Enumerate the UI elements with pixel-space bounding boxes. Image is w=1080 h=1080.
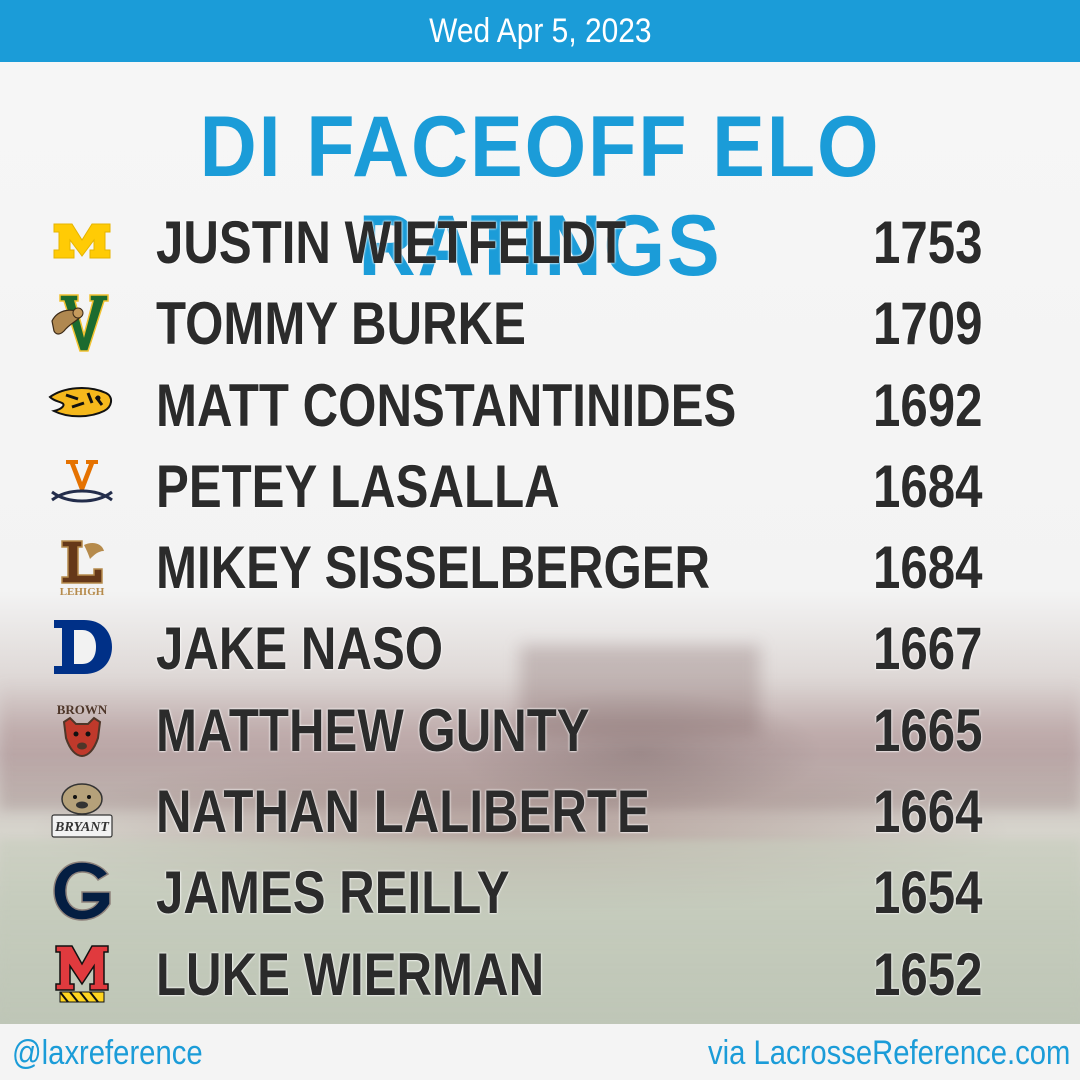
elo-rating: 1692 <box>873 371 983 439</box>
maryland-logo-icon <box>48 942 116 1004</box>
ranking-row: JAKE NASO 1667 <box>0 606 1080 687</box>
elo-rating: 1664 <box>873 778 983 846</box>
ranking-row: MATT CONSTANTINIDES 1692 <box>0 363 1080 444</box>
elo-rating: 1652 <box>873 940 983 1008</box>
ranking-row: JUSTIN WIETFELDT 1753 <box>0 200 1080 281</box>
website-link[interactable]: via LacrosseReference.com <box>707 1034 1070 1072</box>
background-field <box>0 840 1080 1024</box>
ranking-row: LEHIGH MIKEY SISSELBERGER 1684 <box>0 525 1080 606</box>
virginia-logo-icon <box>48 454 116 516</box>
ranking-row: LUKE WIERMAN 1652 <box>0 932 1080 1013</box>
page-title: DI FACEOFF ELO RATINGS <box>199 99 881 294</box>
elo-rating: 1684 <box>873 452 983 520</box>
elo-rating: 1665 <box>873 696 983 764</box>
date-banner: Wed Apr 5, 2023 <box>0 0 1080 62</box>
rankings-list: JUSTIN WIETFELDT 1753 TOMMY BURKE 1709 M… <box>0 200 1080 1013</box>
player-name: MIKEY SISSELBERGER <box>156 534 711 602</box>
player-name: JUSTIN WIETFELDT <box>156 209 627 276</box>
bryant-logo-icon: BRYANT <box>48 779 116 841</box>
player-name: NATHAN LALIBERTE <box>156 778 650 846</box>
player-name: JAKE NASO <box>156 615 444 683</box>
player-name: LUKE WIERMAN <box>156 940 545 1008</box>
towson-logo-icon <box>48 373 116 435</box>
svg-text:LEHIGH: LEHIGH <box>60 586 105 597</box>
ranking-row: BROWN MATTHEW GUNTY 1665 <box>0 688 1080 769</box>
player-name: TOMMY BURKE <box>156 290 526 358</box>
georgetown-logo-icon <box>48 860 116 922</box>
elo-rating: 1709 <box>873 290 983 358</box>
svg-text:BRYANT: BRYANT <box>54 820 110 835</box>
ranking-row: PETEY LASALLA 1684 <box>0 444 1080 525</box>
duke-logo-icon <box>48 616 116 678</box>
twitter-handle-link[interactable]: @laxreference <box>12 1034 203 1072</box>
lehigh-logo-icon: LEHIGH <box>48 535 116 597</box>
elo-rating: 1667 <box>873 615 983 683</box>
background-stands <box>0 680 1080 810</box>
player-name: MATTHEW GUNTY <box>156 696 590 764</box>
elo-rating: 1753 <box>873 209 983 276</box>
date-label: Wed Apr 5, 2023 <box>428 11 652 50</box>
vermont-logo-icon <box>48 291 116 353</box>
footer-bar: @laxreference via LacrosseReference.com <box>0 1024 1080 1080</box>
player-name: JAMES REILLY <box>156 859 510 927</box>
michigan-logo-icon <box>48 210 116 272</box>
ranking-row: TOMMY BURKE 1709 <box>0 281 1080 362</box>
elo-rating: 1654 <box>873 859 983 927</box>
ranking-row: BRYANT NATHAN LALIBERTE 1664 <box>0 769 1080 850</box>
elo-rating: 1684 <box>873 534 983 602</box>
brown-logo-icon: BROWN <box>48 698 116 760</box>
background-building <box>520 645 760 735</box>
svg-text:BROWN: BROWN <box>57 702 108 717</box>
player-name: MATT CONSTANTINIDES <box>156 371 737 439</box>
player-name: PETEY LASALLA <box>156 452 560 520</box>
ranking-row: JAMES REILLY 1654 <box>0 850 1080 931</box>
